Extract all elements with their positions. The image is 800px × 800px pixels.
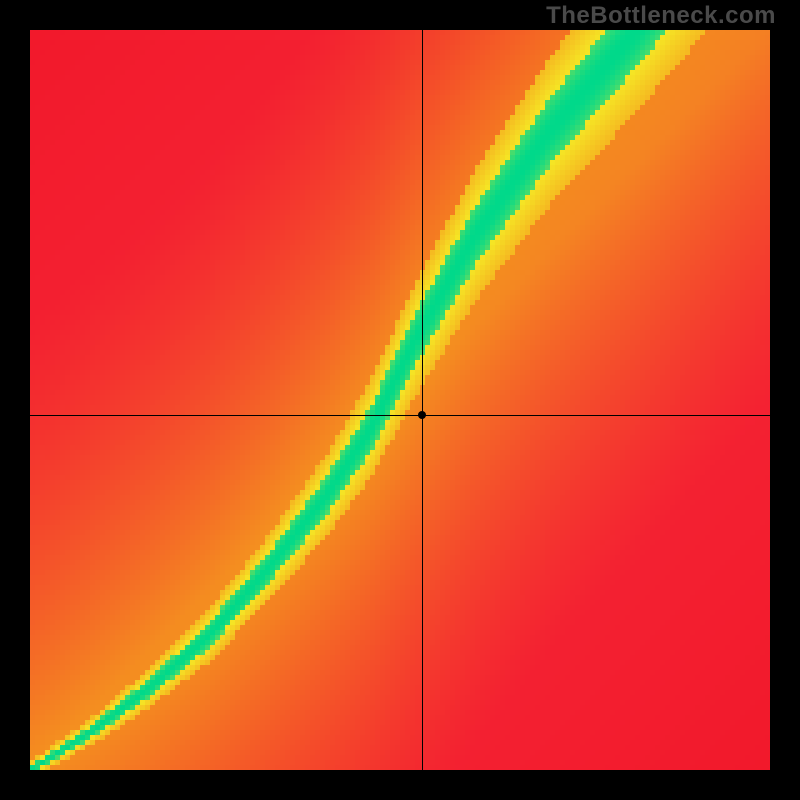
selected-point-marker xyxy=(418,411,426,419)
watermark-text: TheBottleneck.com xyxy=(546,2,776,30)
heatmap-canvas xyxy=(30,30,770,770)
chart-frame: TheBottleneck.com xyxy=(0,0,800,800)
crosshair-horizontal xyxy=(30,415,770,416)
crosshair-vertical xyxy=(422,30,423,770)
plot-area xyxy=(30,30,770,770)
